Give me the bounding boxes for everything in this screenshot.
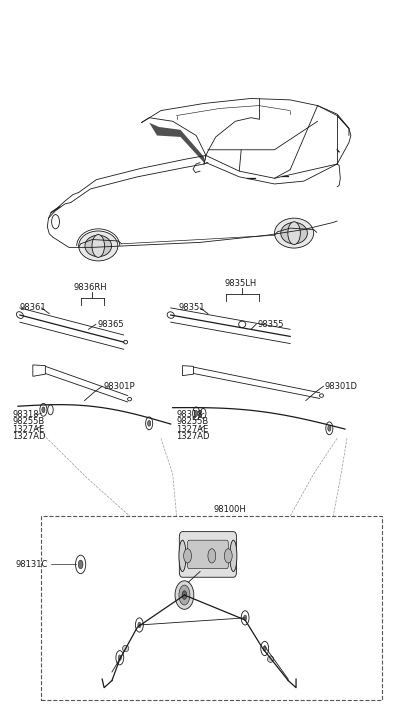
- Bar: [42, 516, 382, 700]
- Ellipse shape: [268, 656, 274, 662]
- Text: 98365: 98365: [98, 320, 124, 329]
- Ellipse shape: [281, 222, 307, 244]
- Text: 1327AE: 1327AE: [177, 425, 209, 433]
- Text: 1327AD: 1327AD: [177, 432, 210, 441]
- Text: 98318: 98318: [12, 410, 39, 419]
- Circle shape: [135, 618, 143, 632]
- Text: 98301P: 98301P: [103, 382, 135, 391]
- Circle shape: [261, 641, 268, 656]
- Text: 98351: 98351: [179, 303, 205, 313]
- Polygon shape: [149, 123, 204, 163]
- Circle shape: [78, 560, 83, 569]
- Circle shape: [138, 622, 141, 628]
- Circle shape: [40, 403, 47, 417]
- Circle shape: [182, 591, 187, 599]
- Circle shape: [42, 407, 45, 413]
- Text: 98318: 98318: [177, 410, 203, 419]
- Text: 98100H: 98100H: [213, 505, 246, 514]
- Ellipse shape: [179, 540, 186, 571]
- Circle shape: [179, 585, 190, 605]
- Ellipse shape: [230, 540, 237, 571]
- Ellipse shape: [275, 218, 314, 248]
- Circle shape: [146, 417, 153, 430]
- Text: 98131C: 98131C: [16, 560, 49, 569]
- Circle shape: [200, 409, 206, 418]
- Circle shape: [208, 549, 216, 563]
- Text: 1327AD: 1327AD: [12, 432, 46, 441]
- Circle shape: [184, 549, 191, 563]
- Text: 9836RH: 9836RH: [73, 284, 107, 292]
- Text: 9835LH: 9835LH: [224, 279, 256, 288]
- Circle shape: [195, 411, 198, 417]
- Ellipse shape: [122, 646, 129, 651]
- Circle shape: [224, 549, 232, 563]
- Text: 98301D: 98301D: [325, 382, 358, 391]
- Text: 98255B: 98255B: [177, 417, 209, 427]
- Circle shape: [244, 615, 247, 621]
- Text: 1327AE: 1327AE: [12, 425, 44, 433]
- Ellipse shape: [85, 236, 111, 257]
- Circle shape: [263, 646, 266, 651]
- FancyBboxPatch shape: [188, 540, 228, 569]
- Circle shape: [48, 405, 53, 415]
- Circle shape: [148, 420, 151, 426]
- Circle shape: [241, 611, 249, 625]
- Circle shape: [326, 422, 333, 435]
- Ellipse shape: [79, 231, 118, 261]
- Circle shape: [118, 655, 121, 661]
- Circle shape: [116, 651, 124, 665]
- Circle shape: [288, 222, 300, 244]
- Text: 98355: 98355: [258, 320, 284, 329]
- Text: 98255B: 98255B: [12, 417, 44, 427]
- FancyBboxPatch shape: [180, 531, 237, 577]
- Circle shape: [193, 407, 200, 419]
- Text: 98361: 98361: [20, 303, 47, 313]
- Ellipse shape: [175, 581, 194, 609]
- Circle shape: [75, 555, 86, 574]
- Circle shape: [92, 235, 104, 257]
- Circle shape: [328, 425, 331, 431]
